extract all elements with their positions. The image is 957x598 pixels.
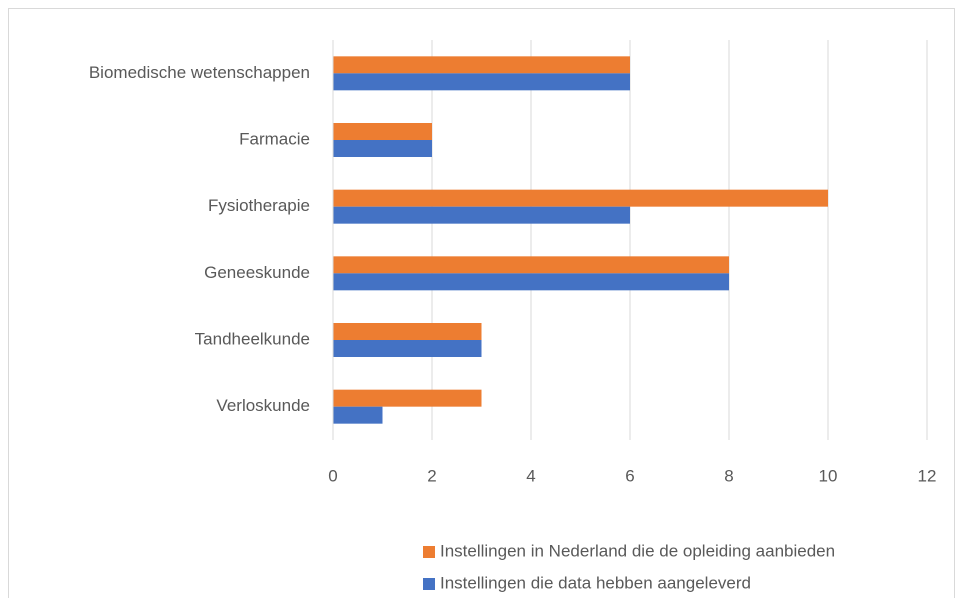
legend-swatch (423, 546, 435, 558)
x-tick-label: 0 (328, 466, 337, 485)
bar (333, 389, 482, 407)
bar (333, 256, 729, 274)
y-tick-label: Biomedische wetenschappen (89, 63, 310, 82)
bar (333, 73, 630, 91)
bar (333, 206, 630, 224)
x-tick-label: 8 (724, 466, 733, 485)
x-tick-label: 10 (819, 466, 838, 485)
x-tick-label: 2 (427, 466, 436, 485)
legend-swatch (423, 578, 435, 590)
bar (333, 323, 482, 340)
bar (333, 123, 432, 140)
y-tick-label: Tandheelkunde (195, 329, 310, 348)
x-tick-label: 6 (625, 466, 634, 485)
chart-border (8, 8, 955, 598)
x-tick-label: 12 (918, 466, 937, 485)
x-tick-label: 4 (526, 466, 535, 485)
bar (333, 273, 729, 291)
y-tick-label: Geneeskunde (204, 263, 310, 282)
bar (333, 340, 482, 357)
legend-label: Instellingen in Nederland die de opleidi… (440, 541, 835, 560)
y-tick-label: Verloskunde (216, 396, 310, 415)
bar (333, 140, 432, 157)
legend-label: Instellingen die data hebben aangeleverd (440, 573, 751, 592)
y-tick-label: Fysiotherapie (208, 196, 310, 215)
bar (333, 56, 630, 74)
bar (333, 406, 383, 424)
bar (333, 189, 828, 207)
y-tick-label: Farmacie (239, 129, 310, 148)
